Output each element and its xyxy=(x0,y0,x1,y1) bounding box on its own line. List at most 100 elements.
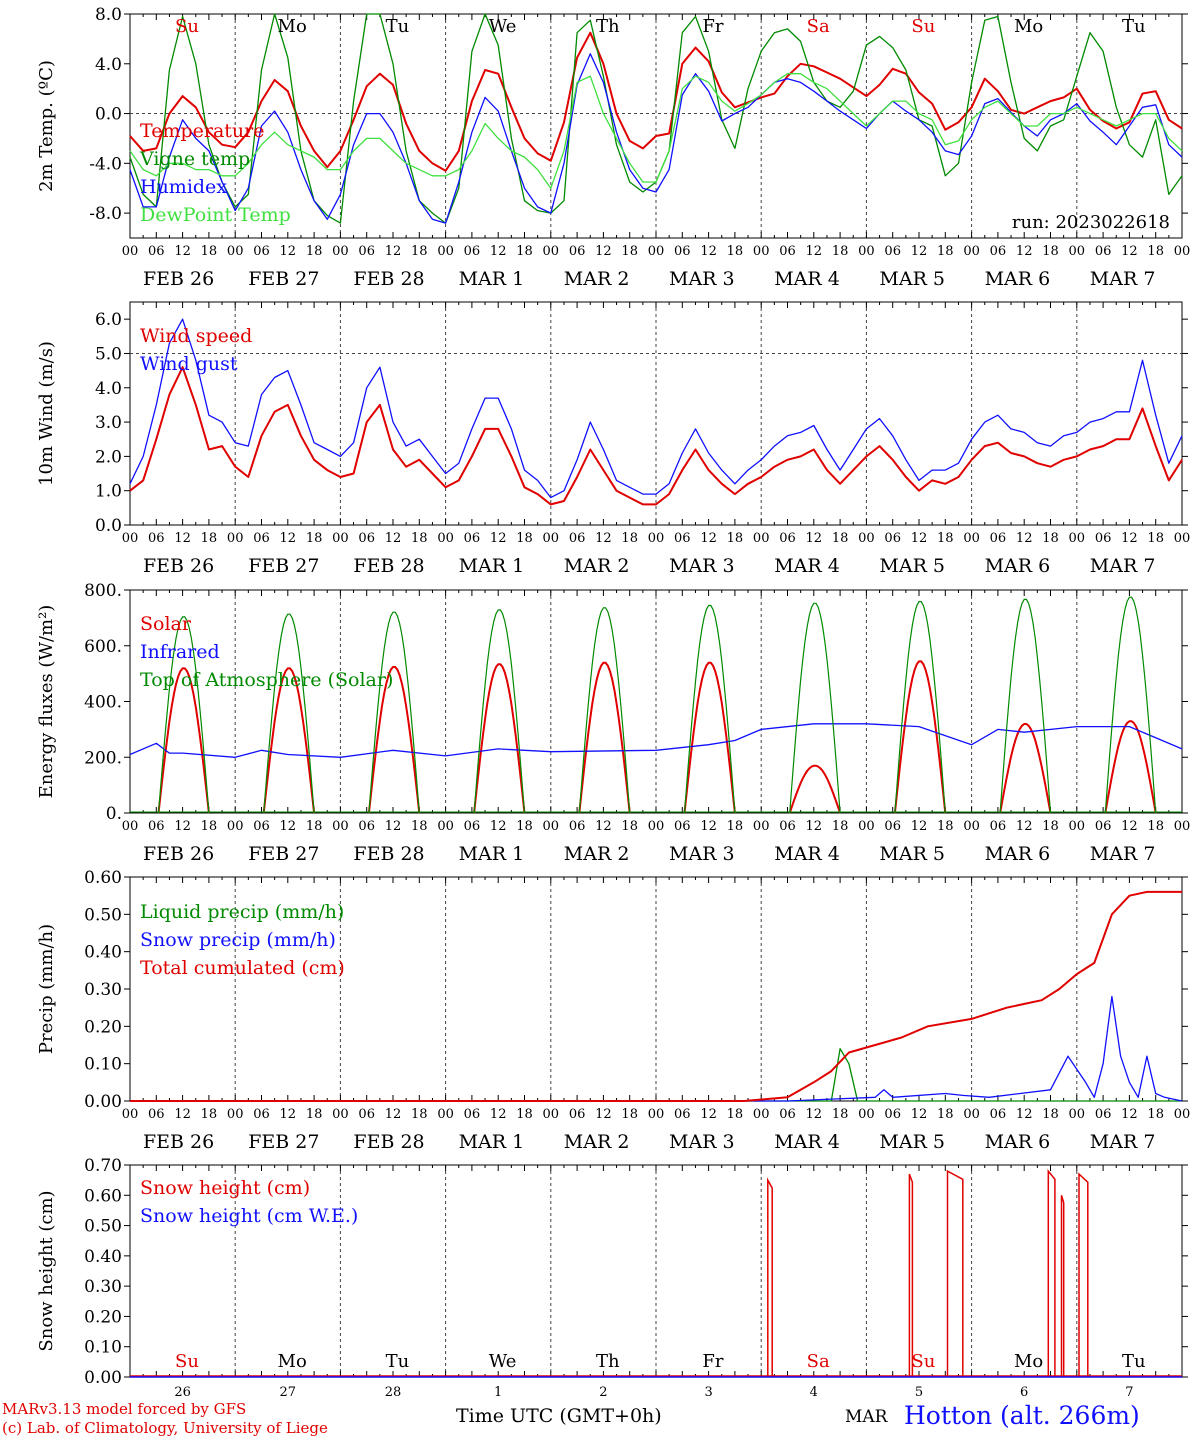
hour-tick-label: 00 xyxy=(1069,819,1086,834)
hour-tick-label: 06 xyxy=(1095,531,1112,546)
legend-entry: Infrared xyxy=(140,641,220,663)
legend-entry: DewPoint Temp xyxy=(140,204,291,226)
y-axis-title: Snow height (cm) xyxy=(36,1190,57,1351)
panel-2 xyxy=(124,301,1188,526)
hour-tick-label: 00 xyxy=(122,1107,139,1122)
date-label: FEB 26 xyxy=(143,1131,214,1153)
hour-tick-label: 00 xyxy=(227,1107,244,1122)
date-label: MAR 5 xyxy=(879,555,945,577)
series-top-of-atmosphere-solar- xyxy=(999,598,1052,814)
legend-entry: Snow height (cm) xyxy=(140,1177,310,1199)
hour-tick-label: 06 xyxy=(358,819,375,834)
series-top-of-atmosphere-solar- xyxy=(789,602,841,814)
hour-tick-label: 12 xyxy=(806,1107,823,1122)
legend-entry: Wind gust xyxy=(140,353,238,375)
hour-tick-label: 00 xyxy=(648,244,665,259)
hour-tick-label: 18 xyxy=(727,244,744,259)
station-title: Hotton (alt. 266m) xyxy=(904,1401,1140,1430)
series-dewpoint-temp xyxy=(129,73,1183,189)
hour-tick-label: 12 xyxy=(806,531,823,546)
hour-tick-label: 12 xyxy=(700,1107,717,1122)
hour-tick-label: 06 xyxy=(253,819,270,834)
date-label: FEB 28 xyxy=(353,843,424,865)
weekday-label: Su xyxy=(911,1351,935,1372)
y-tick-label: -4.0 xyxy=(89,154,122,174)
hour-tick-label: 00 xyxy=(1069,244,1086,259)
hour-tick-label: 12 xyxy=(1016,1107,1033,1122)
date-label: MAR 2 xyxy=(564,555,630,577)
day-number-label: 6 xyxy=(1020,1385,1028,1400)
hour-tick-label: 06 xyxy=(779,531,796,546)
y-tick-label: 400. xyxy=(84,693,122,713)
hour-tick-label: 12 xyxy=(385,244,402,259)
hour-tick-label: 18 xyxy=(1042,531,1059,546)
hour-tick-label: 06 xyxy=(1095,1107,1112,1122)
series-humidex xyxy=(129,53,1183,224)
panel-frame xyxy=(129,589,1183,814)
hour-tick-label: 12 xyxy=(385,819,402,834)
hour-tick-label: 18 xyxy=(201,819,218,834)
day-number-label: 7 xyxy=(1125,1385,1133,1400)
hour-tick-label: 12 xyxy=(490,819,507,834)
hour-tick-label: 00 xyxy=(753,1107,770,1122)
y-tick-label: 0.40 xyxy=(84,1247,122,1267)
hour-tick-label: 06 xyxy=(884,819,901,834)
hour-tick-label: 18 xyxy=(937,1107,954,1122)
hour-tick-label: 18 xyxy=(306,1107,323,1122)
date-label: MAR 2 xyxy=(564,268,630,290)
series-solar xyxy=(367,666,421,814)
series-snow-spike xyxy=(767,1177,773,1377)
hour-tick-label: 00 xyxy=(543,244,560,259)
hour-tick-label: 18 xyxy=(1147,819,1164,834)
hour-tick-label: 00 xyxy=(227,819,244,834)
y-tick-label: 4.0 xyxy=(95,55,122,75)
hour-tick-label: 00 xyxy=(122,819,139,834)
series-infrared xyxy=(129,723,1183,758)
y-tick-label: 0.20 xyxy=(84,1017,122,1037)
hour-tick-label: 12 xyxy=(911,1107,928,1122)
hour-tick-label: 00 xyxy=(963,1107,980,1122)
hour-tick-label: 06 xyxy=(884,531,901,546)
y-tick-label: 6.0 xyxy=(95,310,122,330)
hour-tick-label: 06 xyxy=(674,244,691,259)
hour-tick-label: 06 xyxy=(779,819,796,834)
hour-tick-label: 18 xyxy=(516,531,533,546)
hour-tick-label: 12 xyxy=(595,531,612,546)
date-label: MAR 5 xyxy=(879,843,945,865)
day-number-label: 28 xyxy=(385,1385,402,1400)
hour-tick-label: 06 xyxy=(148,819,165,834)
hour-tick-label: 18 xyxy=(832,531,849,546)
legend-entry: Total cumulated (cm) xyxy=(140,957,345,979)
hour-tick-label: 18 xyxy=(306,244,323,259)
hour-tick-label: 18 xyxy=(1147,244,1164,259)
weekday-label: Tu xyxy=(386,1351,410,1372)
y-tick-label: 3.0 xyxy=(95,413,122,433)
series-snow-spike xyxy=(908,1173,914,1377)
date-label: MAR 7 xyxy=(1090,843,1156,865)
series-top-of-atmosphere-solar- xyxy=(1104,596,1157,814)
date-label: MAR 7 xyxy=(1090,1131,1156,1153)
hour-tick-label: 18 xyxy=(832,1107,849,1122)
hour-tick-label: 06 xyxy=(148,531,165,546)
series-snow-spike xyxy=(1078,1172,1089,1377)
hour-tick-label: 00 xyxy=(753,244,770,259)
hour-tick-label: 12 xyxy=(806,244,823,259)
y-tick-label: 0.50 xyxy=(84,905,122,925)
hour-tick-label: 12 xyxy=(174,244,191,259)
series-top-of-atmosphere-solar- xyxy=(683,604,736,814)
hour-tick-label: 18 xyxy=(201,244,218,259)
y-axis-title: Precip (mm/h) xyxy=(36,924,57,1054)
hour-tick-label: 06 xyxy=(990,1107,1007,1122)
hour-tick-label: 00 xyxy=(858,531,875,546)
y-axis-title: Energy fluxes (W/m²) xyxy=(36,605,57,799)
weekday-label: Fr xyxy=(702,1351,723,1372)
legend-entry: Liquid precip (mm/h) xyxy=(140,901,344,923)
hour-tick-label: 00 xyxy=(332,1107,349,1122)
date-label: MAR 4 xyxy=(774,268,840,290)
series-wind-speed xyxy=(129,366,1183,506)
series-solar xyxy=(473,663,526,814)
series-top-of-atmosphere-solar- xyxy=(157,616,210,814)
hour-tick-label: 12 xyxy=(1121,531,1138,546)
weekday-label: Fr xyxy=(702,16,723,37)
hour-tick-label: 12 xyxy=(174,819,191,834)
